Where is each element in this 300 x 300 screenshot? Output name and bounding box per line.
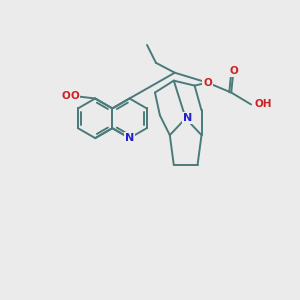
Text: O: O: [203, 78, 212, 88]
Text: O: O: [62, 91, 70, 100]
Text: O: O: [70, 91, 79, 100]
Text: N: N: [125, 133, 134, 143]
Text: O: O: [230, 66, 239, 76]
Text: N: N: [183, 113, 192, 123]
Text: OH: OH: [254, 99, 272, 110]
